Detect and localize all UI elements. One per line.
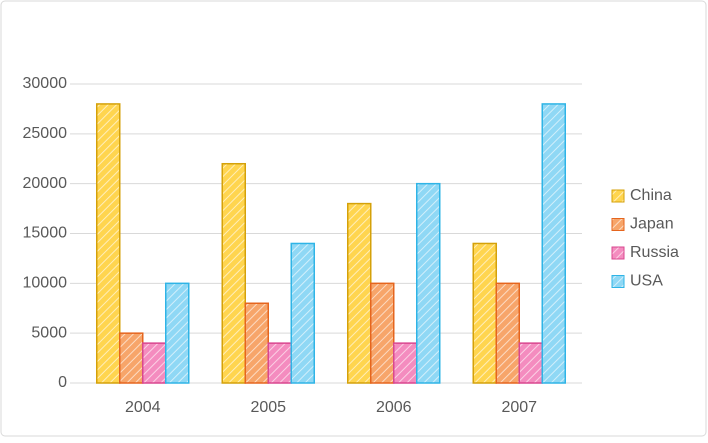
x-tick-label: 2007 bbox=[501, 399, 537, 416]
bar bbox=[495, 282, 520, 384]
x-tick-label: 2004 bbox=[125, 399, 161, 416]
legend-swatch bbox=[611, 246, 625, 260]
legend-label: China bbox=[630, 187, 672, 204]
y-tick-label: 15000 bbox=[23, 225, 68, 242]
bar bbox=[244, 302, 269, 384]
bar bbox=[165, 282, 190, 384]
bar bbox=[290, 242, 315, 384]
bar bbox=[119, 332, 144, 384]
y-tick-label: 10000 bbox=[23, 275, 68, 292]
y-tick-label: 20000 bbox=[23, 175, 68, 192]
legend-label: USA bbox=[630, 273, 663, 290]
y-tick-label: 25000 bbox=[23, 125, 68, 142]
bar bbox=[347, 202, 372, 384]
bar bbox=[221, 162, 246, 384]
bar bbox=[96, 103, 121, 384]
y-tick-label: 0 bbox=[58, 374, 67, 391]
legend-swatch bbox=[611, 275, 625, 288]
bar bbox=[370, 282, 395, 384]
x-tick-label: 2005 bbox=[250, 399, 286, 416]
y-tick-label: 30000 bbox=[23, 75, 68, 92]
x-tick-label: 2006 bbox=[376, 399, 412, 416]
bar bbox=[472, 242, 497, 384]
legend-swatch bbox=[611, 189, 625, 203]
legend-label: Russia bbox=[630, 244, 679, 261]
bar bbox=[393, 342, 418, 384]
bar bbox=[541, 103, 566, 384]
bar bbox=[142, 342, 167, 384]
y-tick-label: 5000 bbox=[31, 324, 67, 341]
bar bbox=[416, 182, 441, 384]
bar bbox=[267, 342, 292, 384]
bar bbox=[518, 342, 543, 384]
legend-swatch bbox=[611, 218, 625, 231]
legend-label: Japan bbox=[630, 216, 674, 233]
